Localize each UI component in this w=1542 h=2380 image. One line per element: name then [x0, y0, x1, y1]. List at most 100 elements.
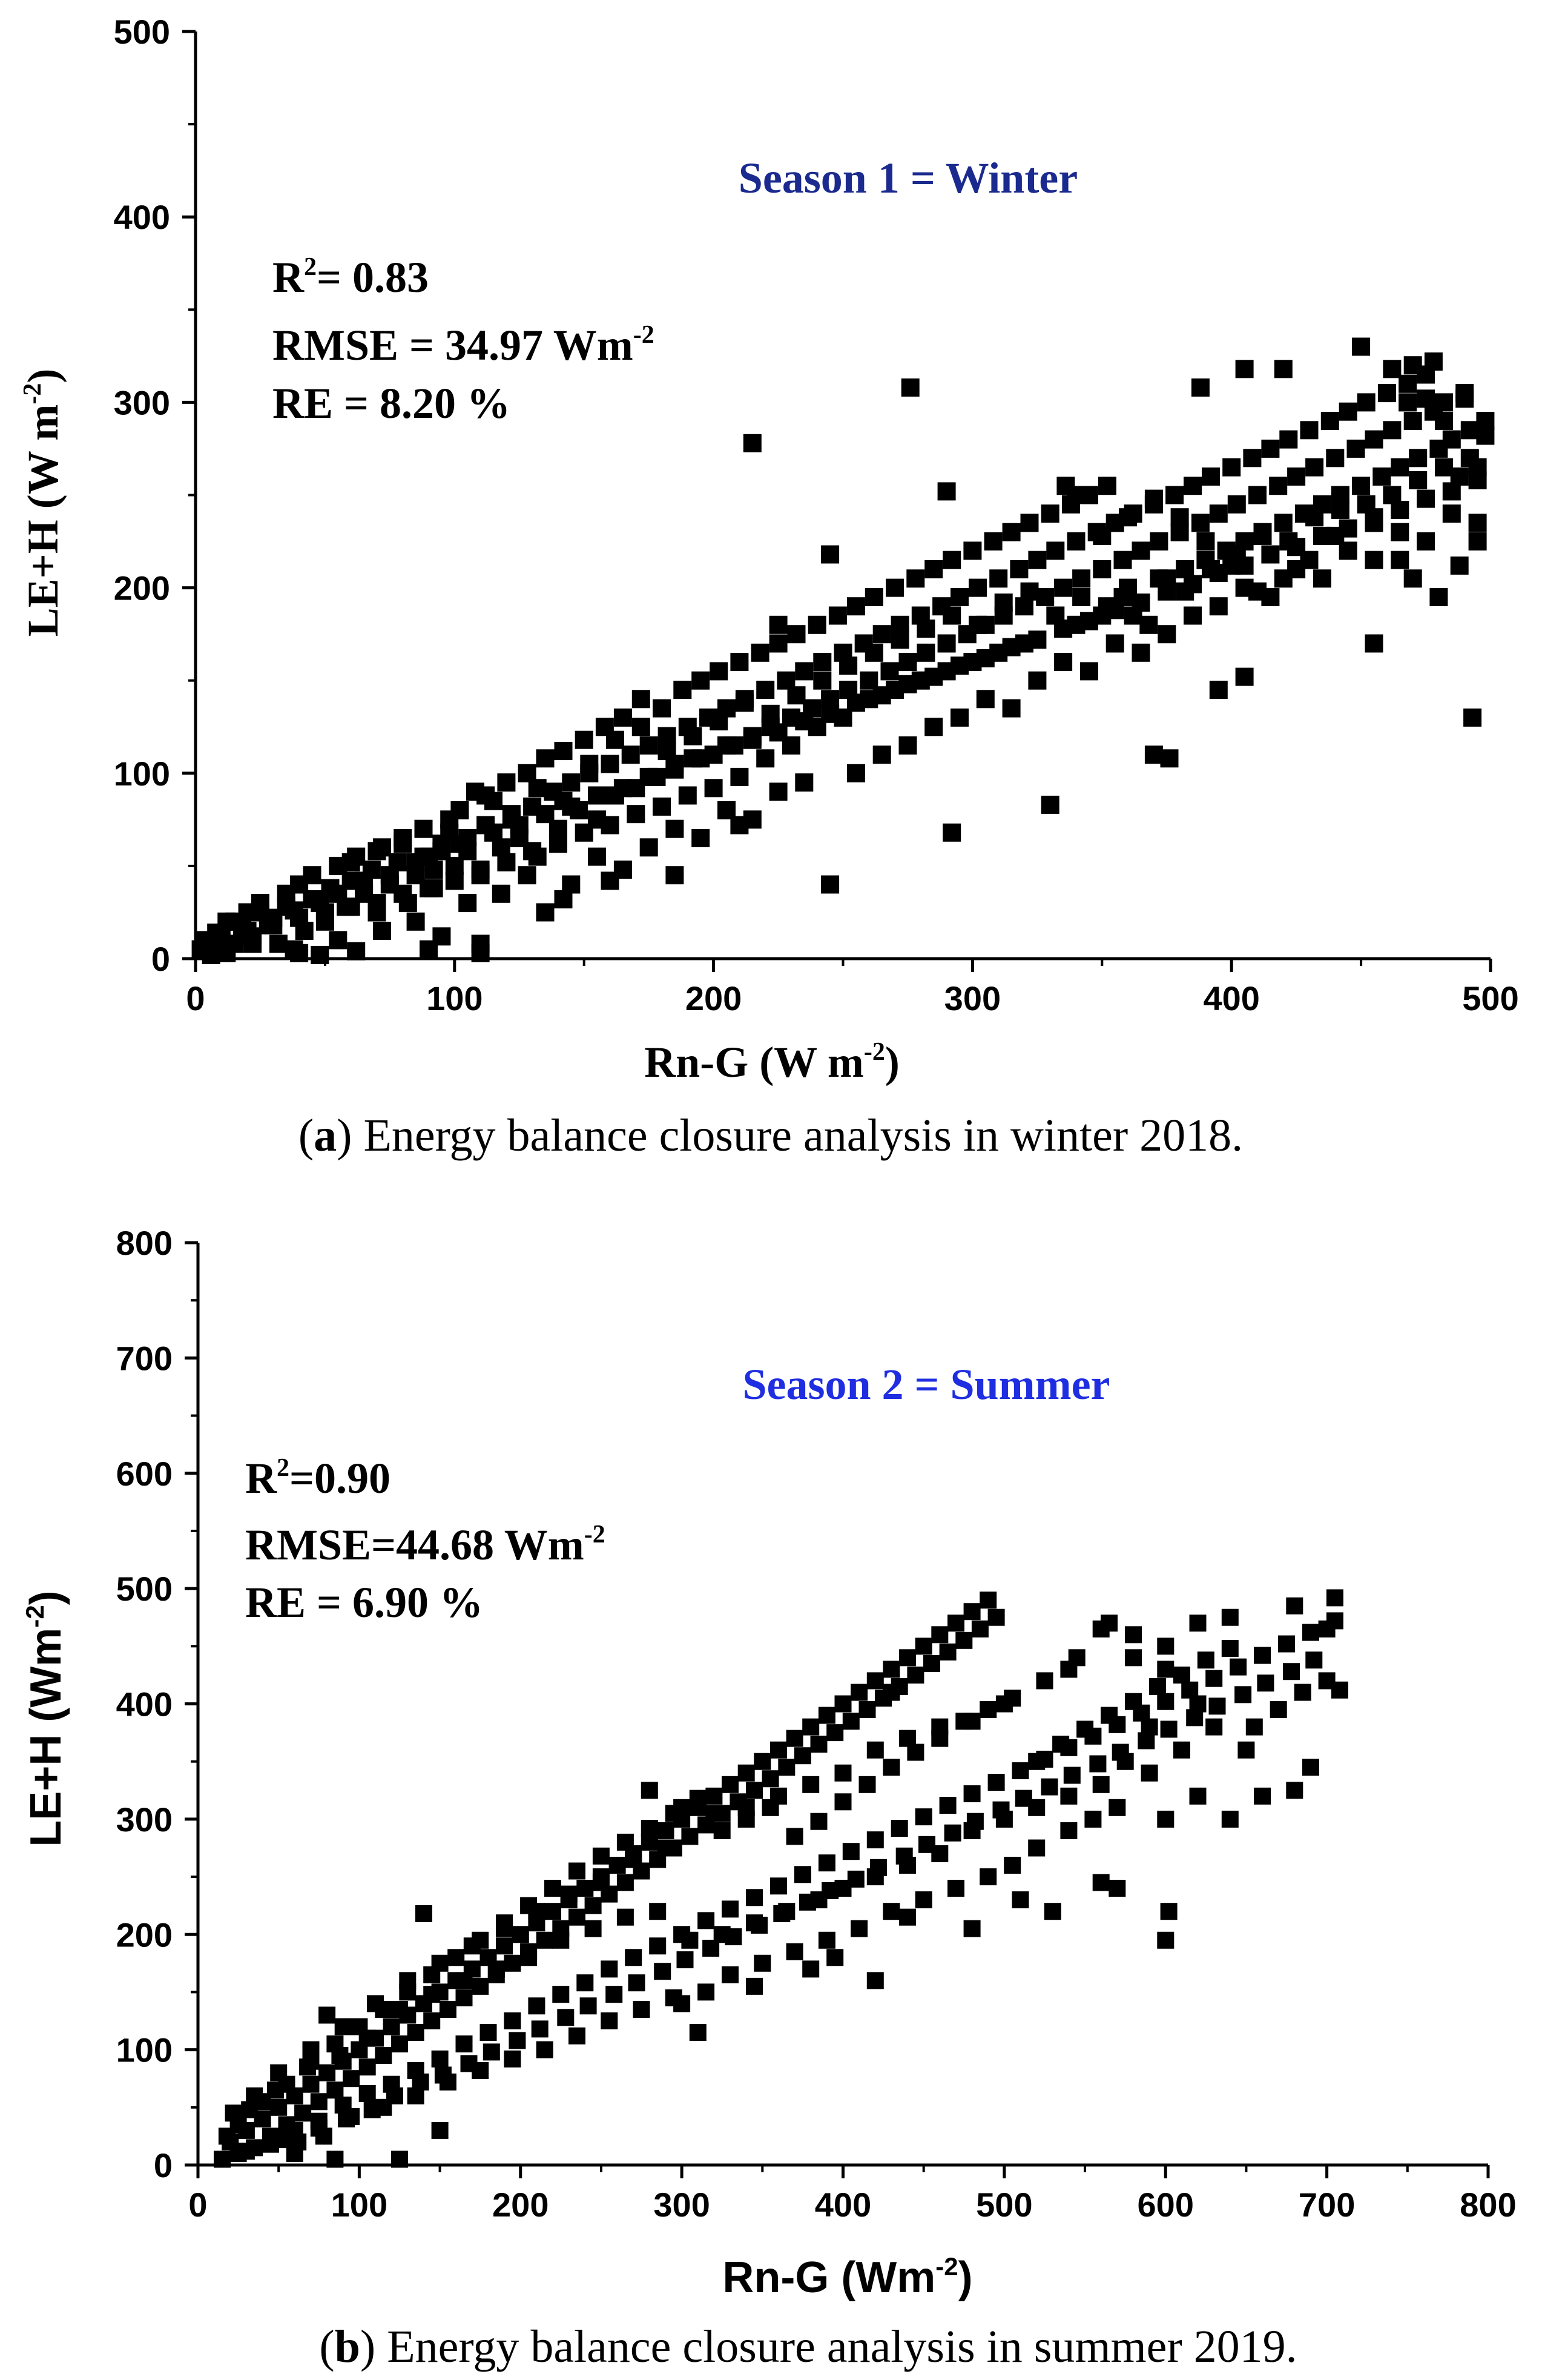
data-point-a-296 [969, 615, 987, 634]
data-point-b-294 [1157, 1810, 1175, 1828]
data-point-b-307 [818, 1931, 835, 1949]
data-point-b-303 [947, 1880, 964, 1897]
data-point-b-293 [1302, 1759, 1319, 1776]
panel-a-winter: 0 100 200 300 400 500 0 100 200 300 400 500 Season … [19, 13, 1519, 1161]
data-point-b-92 [955, 1631, 973, 1649]
stat-re-a: RE = 8.20 % [272, 379, 510, 428]
data-point-b-86 [907, 1666, 924, 1684]
data-point-b-169 [858, 1776, 876, 1793]
data-point-a-376 [846, 693, 865, 712]
data-point-b-331 [1205, 1718, 1223, 1736]
data-point-a-118 [951, 587, 969, 606]
data-point-b-30 [455, 1989, 473, 2006]
data-point-b-102 [358, 2085, 376, 2102]
data-point-a-313 [1409, 471, 1428, 489]
data-point-a-365 [562, 797, 581, 816]
data-point-b-118 [746, 1889, 763, 1906]
data-point-b-278 [746, 1977, 763, 1995]
data-point-b-179 [1101, 1707, 1118, 1724]
data-point-a-401 [1399, 393, 1417, 412]
data-point-b-176 [1028, 1753, 1046, 1770]
data-point-b-37 [512, 1926, 529, 1943]
data-point-b-364 [218, 2127, 236, 2145]
data-point-a-248 [1442, 504, 1461, 523]
data-point-a-417 [1450, 556, 1469, 575]
data-point-b-328 [1125, 1626, 1142, 1644]
x-tick-label-b: 200 [492, 2186, 549, 2224]
data-point-a-331 [704, 779, 723, 798]
data-point-b-253 [673, 1799, 691, 1816]
data-point-a-226 [872, 745, 891, 764]
data-point-b-360 [331, 2047, 349, 2064]
data-point-a-186 [1391, 458, 1409, 477]
data-point-a-355 [303, 890, 321, 908]
scatter-points-b [214, 1589, 1348, 2168]
data-point-a-310 [1331, 501, 1349, 519]
data-point-b-90 [939, 1643, 957, 1661]
data-point-b-346 [778, 1903, 796, 1920]
data-point-a-236 [1132, 643, 1150, 662]
data-point-b-342 [899, 1857, 917, 1874]
data-point-b-275 [431, 2121, 449, 2139]
data-point-b-181 [1148, 1678, 1166, 1695]
data-point-a-293 [891, 630, 909, 649]
data-point-b-301 [1004, 1857, 1021, 1874]
data-point-a-337 [549, 835, 567, 853]
data-point-a-370 [691, 749, 710, 768]
data-point-a-373 [769, 723, 788, 742]
data-point-a-70 [639, 736, 658, 755]
data-point-a-137 [1072, 569, 1091, 588]
data-point-b-174 [980, 1701, 997, 1718]
data-point-a-169 [1279, 430, 1298, 449]
data-point-b-300 [1028, 1839, 1046, 1857]
data-point-a-420 [1300, 550, 1319, 569]
data-point-a-161 [1227, 495, 1246, 514]
data-point-b-78 [842, 1713, 860, 1730]
data-point-a-300 [1072, 587, 1091, 606]
data-point-a-193 [1435, 393, 1453, 412]
data-point-b-318 [472, 2061, 489, 2079]
data-point-a-234 [1079, 662, 1098, 681]
data-point-a-90 [769, 634, 788, 653]
y-tick-label-b: 500 [116, 1570, 173, 1608]
data-point-a-344 [367, 894, 386, 913]
data-point-a-131 [1036, 587, 1055, 606]
data-point-a-282 [606, 730, 624, 749]
data-point-b-327 [1101, 1615, 1118, 1632]
y-tick-label-b: 0 [154, 2146, 173, 2184]
data-point-a-255 [1041, 795, 1059, 814]
data-point-a-397 [1391, 501, 1409, 519]
data-point-b-314 [601, 2012, 618, 2029]
data-point-a-253 [769, 615, 788, 634]
data-point-a-94 [795, 662, 814, 681]
data-point-a-332 [678, 786, 697, 805]
data-point-a-188 [1403, 412, 1422, 430]
data-point-a-64 [601, 755, 619, 773]
data-point-b-313 [633, 2001, 650, 2018]
x-axis-title-a: Rn-G (W m-2) [644, 1038, 900, 1086]
data-point-b-281 [866, 1972, 884, 1989]
data-point-b-228 [1234, 1686, 1252, 1704]
data-point-b-254 [641, 1782, 658, 1799]
data-point-a-18 [303, 866, 321, 885]
data-point-a-361 [458, 829, 477, 847]
data-point-a-172 [1300, 421, 1319, 440]
data-point-b-139 [1254, 1647, 1271, 1664]
data-point-a-295 [943, 606, 961, 625]
data-point-b-204 [654, 1963, 671, 1980]
data-point-b-352 [584, 1920, 602, 1937]
season-title-a: Season 1 = Winter [739, 154, 1078, 202]
data-point-a-274 [424, 861, 443, 879]
data-point-b-263 [399, 1972, 417, 1989]
data-point-b-178 [1076, 1721, 1094, 1738]
data-point-a-246 [1391, 523, 1409, 541]
y-tick-label-a: 400 [114, 198, 170, 236]
data-point-b-359 [358, 2029, 376, 2047]
data-point-a-407 [1235, 360, 1254, 378]
data-point-b-98 [262, 2135, 279, 2153]
data-point-b-239 [1125, 1649, 1142, 1667]
data-point-a-371 [717, 736, 736, 755]
stat-rmse-a: RMSE = 34.97 Wm-2 [272, 321, 654, 369]
data-point-b-348 [713, 1926, 731, 1943]
data-point-b-63 [722, 1776, 739, 1793]
